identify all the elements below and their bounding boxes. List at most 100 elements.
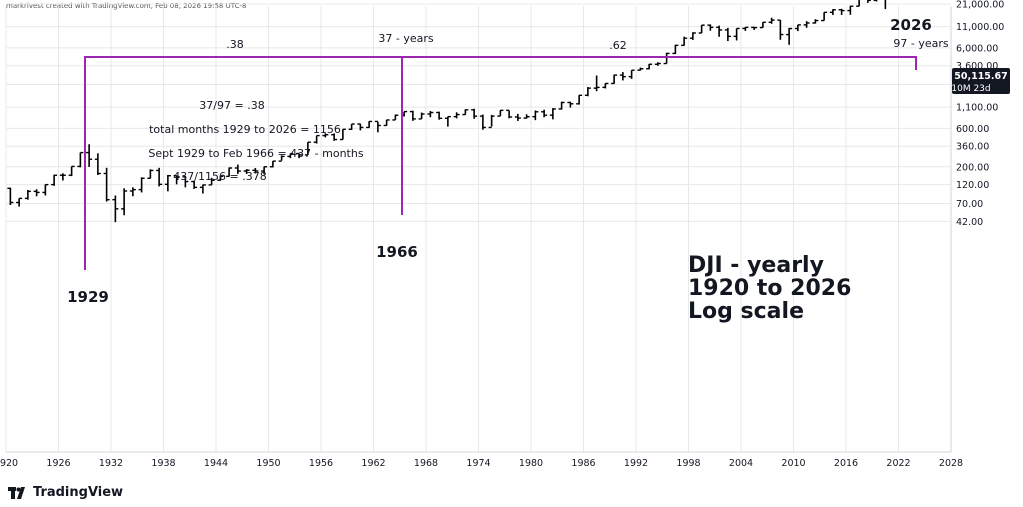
- ohlc-bar: [199, 184, 206, 194]
- y-tick-label: 6,000.00: [956, 43, 998, 54]
- ohlc-bar: [803, 21, 810, 28]
- calc-line-3: Sept 1929 to Feb 1966 = 437 - months: [148, 147, 363, 160]
- ohlc-bar: [567, 101, 574, 108]
- ohlc-bar: [602, 82, 609, 89]
- ohlc-bar: [366, 120, 373, 129]
- ohlc-bar: [436, 111, 443, 120]
- ohlc-bar: [261, 166, 268, 175]
- calc-line-2: total months 1929 to 2026 = 1156: [149, 123, 341, 136]
- year-2026-label: 2026: [890, 16, 932, 34]
- calc-line-4: 437/1156 = .378: [173, 170, 266, 183]
- time-axis[interactable]: 1920 1926 1932 1938 1944 1950 1956 1962 1968 1974…: [0, 458, 963, 469]
- ohlc-bar: [514, 113, 521, 121]
- ohlc-bar: [506, 109, 513, 119]
- ohlc-bar: [409, 110, 416, 121]
- ohlc-bar: [138, 177, 145, 193]
- ohlc-bar: [646, 63, 653, 70]
- ohlc-bar: [42, 183, 49, 196]
- ohlc-bar: [234, 164, 241, 174]
- ohlc-bar: [829, 9, 836, 16]
- ohlc-bar: [182, 176, 189, 188]
- y-tick-label: 600.00: [956, 124, 989, 135]
- ohlc-bar: [121, 188, 128, 216]
- ohlc-bar: [654, 62, 661, 66]
- time-span-bracket: [84, 56, 917, 270]
- chart-title-line-3: Log scale: [688, 299, 804, 324]
- ohlc-bar: [584, 87, 591, 97]
- ohlc-bar: [558, 101, 565, 110]
- y-tick-label: 21,000.00: [956, 0, 1004, 11]
- ohlc-bar: [707, 24, 714, 31]
- chart-title-line-2: 1920 to 2026: [688, 276, 851, 301]
- ohlc-bar: [33, 189, 40, 197]
- years-37-label: 37 - years: [378, 32, 434, 45]
- ohlc-bar: [497, 109, 504, 117]
- ohlc-bar: [147, 169, 154, 179]
- ohlc-bar: [296, 152, 303, 159]
- ohlc-bar: [287, 152, 294, 159]
- ohlc-bar: [7, 187, 14, 206]
- ohlc-bar: [252, 168, 259, 174]
- price-axis[interactable]: 42.00 70.00 120.00 200.00 360.00 600.00 1,100.…: [956, 0, 1010, 228]
- years-97-label: 97 - years: [893, 37, 949, 50]
- y-tick-label: 360.00: [956, 142, 989, 153]
- ohlc-bar: [532, 110, 539, 121]
- ohlc-bars: [7, 0, 887, 223]
- x-tick-label: 1998: [676, 458, 700, 469]
- ohlc-bar: [24, 189, 31, 200]
- ohlc-bar: [724, 27, 731, 42]
- ohlc-bar: [867, 0, 871, 3]
- last-price-badge[interactable]: 50,115.67 10M 23d: [951, 68, 1010, 94]
- ohlc-bar: [191, 180, 198, 189]
- fibonacci-annotation: [84, 56, 917, 270]
- ohlc-bar: [847, 5, 854, 15]
- ohlc-bar: [751, 26, 758, 30]
- ohlc-bar: [16, 197, 23, 207]
- ohlc-bar: [689, 32, 696, 40]
- x-tick-label: 1950: [256, 458, 280, 469]
- tradingview-brand[interactable]: TradingView: [8, 485, 123, 500]
- ohlc-bar: [313, 134, 320, 144]
- ohlc-bar: [357, 123, 364, 131]
- x-tick-label: 1974: [466, 458, 490, 469]
- ohlc-bar: [873, 0, 878, 2]
- ohlc-bar: [698, 24, 705, 34]
- ohlc-bar: [821, 11, 828, 22]
- ohlc-bar: [59, 173, 66, 181]
- ohlc-bar: [269, 160, 276, 168]
- y-tick-label: 70.00: [956, 199, 983, 210]
- ratio-left-label: .38: [226, 38, 244, 51]
- x-tick-label: 1938: [151, 458, 175, 469]
- ohlc-bar: [716, 25, 723, 37]
- year-1966-label: 1966: [376, 243, 418, 261]
- ohlc-bar: [208, 177, 215, 186]
- ohlc-bar: [884, 0, 887, 10]
- ohlc-bar: [77, 151, 84, 168]
- ohlc-bar: [794, 24, 801, 32]
- ohlc-bar: [777, 19, 784, 40]
- ohlc-bar: [374, 120, 381, 133]
- ohlc-bar: [94, 153, 101, 176]
- y-tick-label: 3,600.00: [956, 61, 998, 72]
- ohlc-bar: [856, 0, 860, 7]
- ohlc-bar: [628, 69, 635, 79]
- ohlc-bar: [462, 109, 469, 116]
- ohlc-bar: [759, 21, 766, 29]
- x-tick-label: 1980: [519, 458, 543, 469]
- ohlc-bar: [173, 174, 180, 185]
- y-tick-label: 11,000.00: [956, 22, 1004, 33]
- ohlc-bar: [593, 75, 600, 92]
- ohlc-bar: [619, 72, 626, 81]
- ohlc-bar: [488, 114, 495, 129]
- x-tick-label: 2022: [886, 458, 910, 469]
- ratio-right-label: .62: [609, 39, 627, 52]
- ohlc-bar: [331, 133, 338, 141]
- ohlc-bar: [322, 133, 329, 138]
- ohlc-bar: [156, 167, 163, 187]
- ohlc-bar: [164, 174, 171, 192]
- brand-name: TradingView: [33, 485, 124, 500]
- year-1929-label: 1929: [67, 288, 109, 306]
- ohlc-bar: [68, 165, 75, 177]
- y-tick-label: 120.00: [956, 180, 989, 191]
